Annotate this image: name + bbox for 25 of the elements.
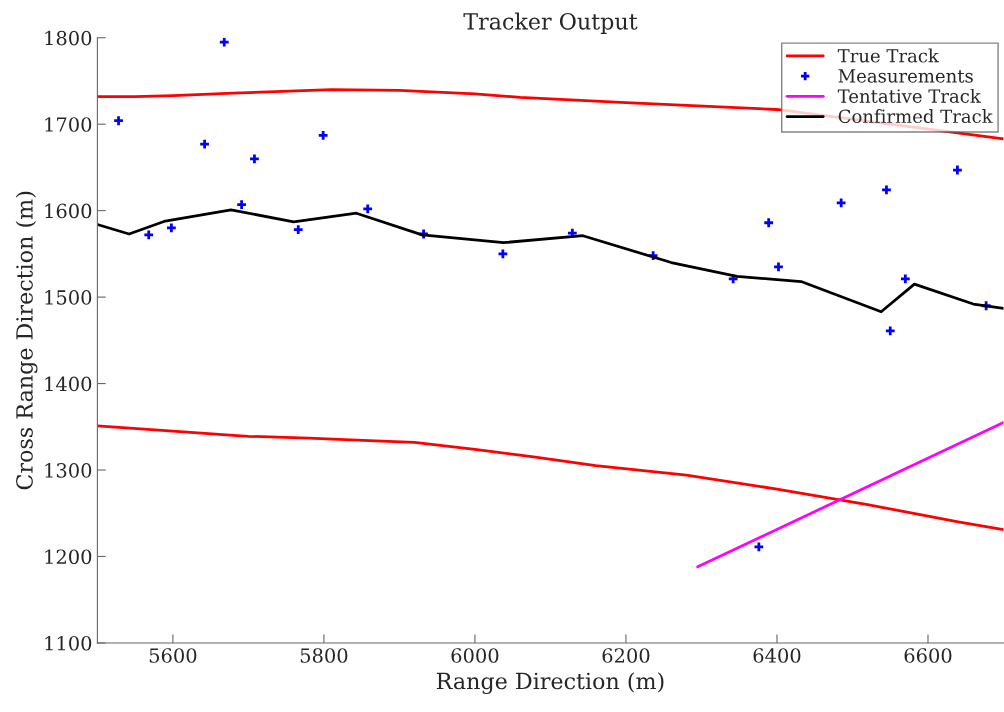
legend-label: Measurements <box>838 69 973 83</box>
y-tick-label: 1700 <box>45 117 92 132</box>
x-tick-label: 5600 <box>149 648 197 663</box>
y-axis-title: Cross Range Direction (m) <box>15 191 38 490</box>
x-axis-title: Range Direction (m) <box>436 672 664 694</box>
legend-label: True Track <box>837 48 940 63</box>
y-tick-label: 1600 <box>45 203 92 219</box>
y-tick-label: 1800 <box>45 30 92 46</box>
point <box>497 248 509 260</box>
point <box>835 197 847 209</box>
x-tick-label: 5800 <box>300 648 348 663</box>
legend-label: Tentative Track <box>837 88 981 103</box>
line-series <box>97 424 1004 532</box>
line-series <box>97 208 1004 314</box>
y-tick-label: 1200 <box>45 549 92 565</box>
x-tick-label: 6400 <box>753 648 801 663</box>
y-tick-label: 1500 <box>45 290 92 305</box>
x-tick-label: 6000 <box>451 648 499 663</box>
y-tick-label: 1100 <box>45 635 92 651</box>
x-tick-label: 6600 <box>904 648 952 663</box>
x-tick-label: 6200 <box>602 648 650 663</box>
legend-label: Confirmed Track <box>838 109 993 124</box>
chart-title: Tracker Output <box>463 12 638 35</box>
y-tick-label: 1400 <box>45 376 92 392</box>
y-tick-label: 1300 <box>45 462 92 478</box>
